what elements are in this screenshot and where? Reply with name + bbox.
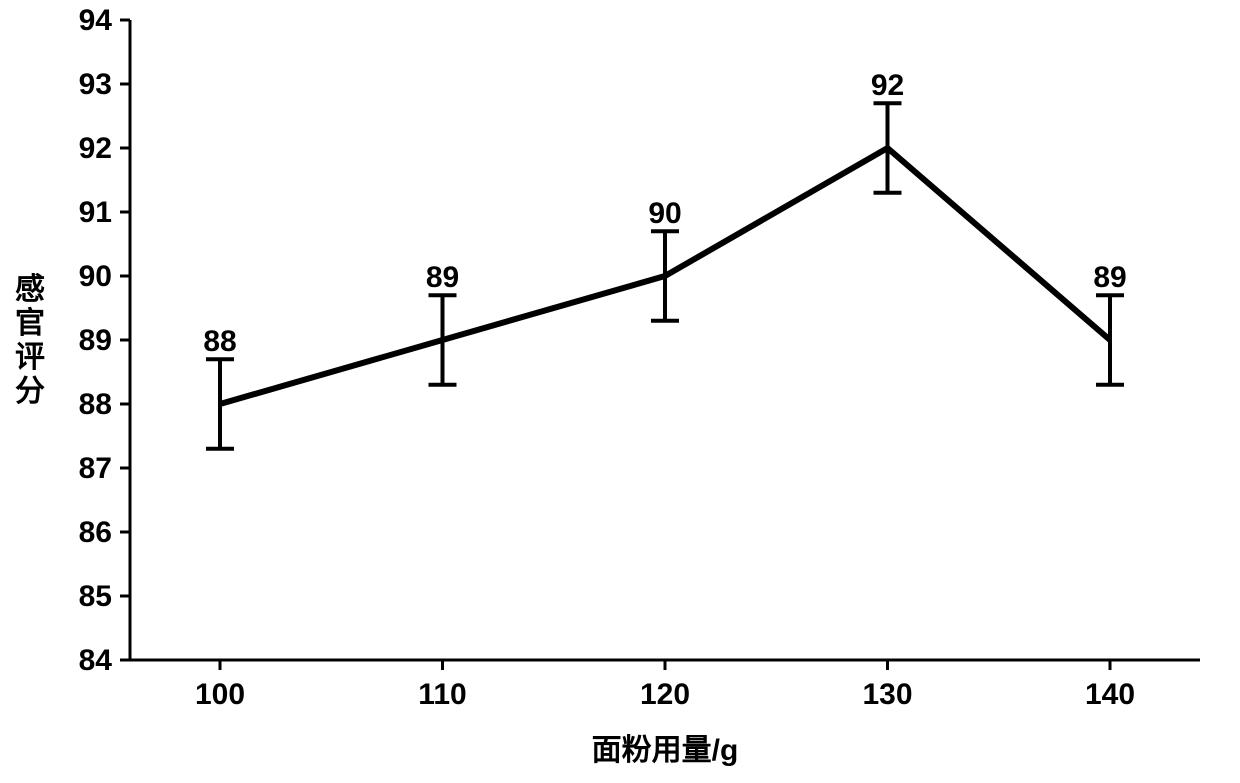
- y-tick-label: 88: [79, 388, 112, 421]
- y-tick-label: 93: [79, 68, 112, 101]
- y-tick-label: 87: [79, 452, 112, 485]
- x-tick-label: 110: [418, 678, 466, 711]
- x-tick-label: 120: [640, 678, 690, 711]
- y-axis-title-char: 分: [15, 375, 45, 408]
- y-tick-label: 86: [79, 516, 112, 549]
- data-point-label: 89: [426, 261, 459, 294]
- data-point-label: 92: [871, 69, 904, 102]
- y-tick-label: 94: [79, 4, 113, 37]
- y-axis-title-char: 官: [15, 307, 45, 340]
- y-axis-title-char: 感: [15, 273, 45, 306]
- x-axis-title: 面粉用量/g: [592, 734, 739, 767]
- y-tick-label: 92: [79, 132, 112, 165]
- x-tick-label: 140: [1085, 678, 1135, 711]
- line-chart: 84 85 86 87 88 89 90 91 92 93 94 100 110 120 130 140 88 8…: [0, 0, 1240, 783]
- x-tick-label: 100: [195, 678, 245, 711]
- x-tick-label: 130: [862, 678, 912, 711]
- data-point-label: 88: [203, 325, 236, 358]
- data-point-label: 90: [648, 197, 681, 230]
- y-axis-title-char: 评: [15, 341, 45, 374]
- y-tick-label: 91: [79, 196, 112, 229]
- data-point-label: 89: [1093, 261, 1126, 294]
- y-tick-label: 85: [79, 580, 112, 613]
- y-tick-label: 90: [79, 260, 112, 293]
- chart-container: 84 85 86 87 88 89 90 91 92 93 94 100 110 120 130 140 88 8…: [0, 0, 1240, 783]
- y-tick-label: 84: [79, 644, 113, 677]
- y-tick-label: 89: [79, 324, 112, 357]
